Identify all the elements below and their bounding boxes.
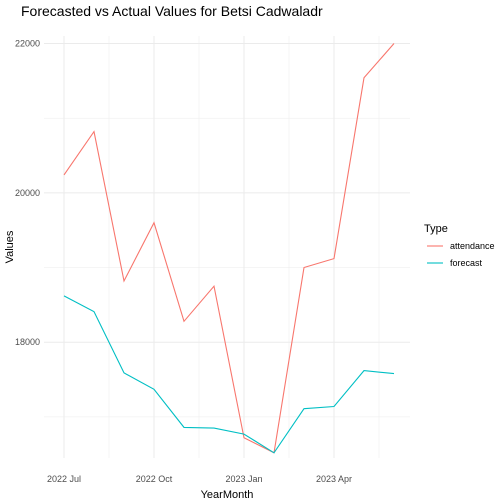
chart-title: Forecasted vs Actual Values for Betsi Ca… [21, 3, 323, 19]
y-axis-ticks: 18000 20000 22000 [15, 38, 40, 347]
legend: Type attendance forecast [424, 223, 495, 268]
x-axis-title: YearMonth [201, 489, 254, 501]
legend-label: forecast [450, 258, 483, 268]
legend-title: Type [424, 223, 448, 235]
x-tick-label: 2023 Apr [316, 474, 352, 484]
series-line-forecast [63, 295, 395, 454]
legend-item-forecast: forecast [427, 258, 483, 268]
y-tick-label: 22000 [15, 38, 40, 48]
y-axis-title: Values [4, 230, 16, 263]
legend-label: attendance [450, 241, 495, 251]
y-tick-label: 18000 [15, 337, 40, 347]
grid [44, 36, 410, 458]
x-tick-label: 2022 Jul [47, 474, 81, 484]
legend-item-attendance: attendance [427, 241, 495, 251]
x-tick-label: 2022 Oct [136, 474, 173, 484]
x-axis-ticks: 2022 Jul 2022 Oct 2023 Jan 2023 Apr [47, 474, 352, 484]
series-line-attendance [63, 43, 395, 454]
plot-panel [44, 36, 410, 458]
y-tick-label: 20000 [15, 188, 40, 198]
series-lines [63, 43, 395, 454]
x-tick-label: 2023 Jan [225, 474, 262, 484]
